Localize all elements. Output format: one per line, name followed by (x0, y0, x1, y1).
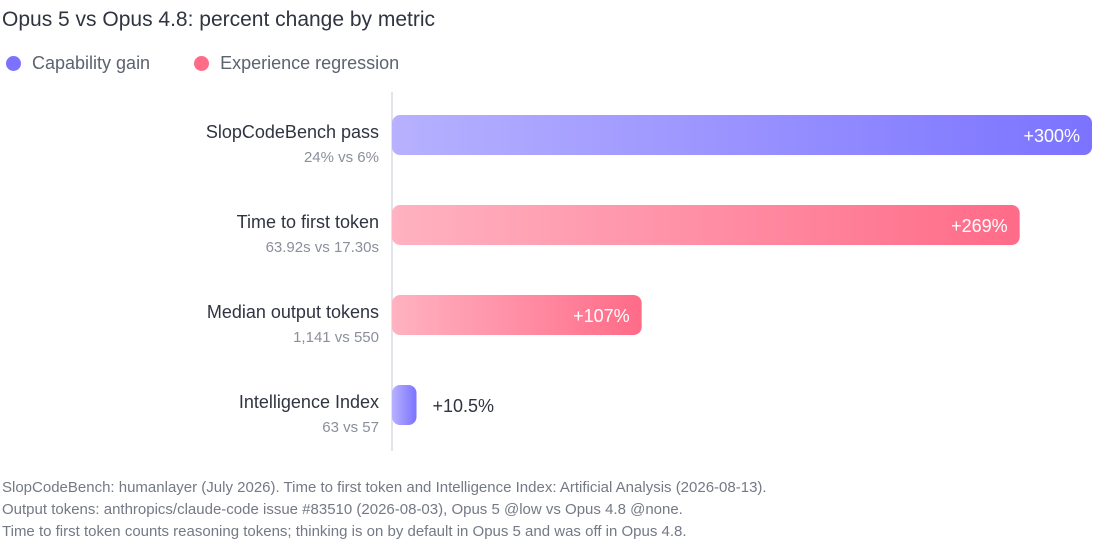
legend-item-experience-regression: Experience regression (194, 53, 399, 74)
bar-chart: SlopCodeBench pass 24% vs 6% +300% Time to … (206, 92, 1092, 451)
bar-gain (392, 385, 417, 425)
category-subtitle: 24% vs 6% (304, 149, 379, 166)
legend-label-capability-gain: Capability gain (32, 52, 151, 73)
legend-label-experience-regression: Experience regression (220, 52, 400, 73)
bar-regression (392, 295, 642, 335)
chart-title: Opus 5 vs Opus 4.8: percent change by me… (2, 8, 436, 31)
category-subtitle: 1,141 vs 550 (293, 329, 379, 346)
category-subtitle: 63 vs 57 (322, 419, 379, 436)
category-label: SlopCodeBench pass (206, 122, 379, 142)
bar-value-label: +107% (573, 306, 630, 326)
legend-item-capability-gain: Capability gain (6, 53, 150, 74)
bar-gain (392, 115, 1092, 155)
footnote-line: Output tokens: anthropics/claude-code is… (2, 501, 683, 518)
legend-dot-capability-gain (6, 55, 21, 71)
bar-value-label: +10.5% (433, 396, 495, 416)
category-label: Median output tokens (207, 302, 379, 322)
bar-regression (392, 205, 1020, 245)
bar-value-label: +269% (951, 216, 1008, 236)
legend: Capability gain Experience regression (6, 52, 443, 74)
footnotes: SlopCodeBench: humanlayer (July 2026). T… (2, 477, 767, 543)
category-label: Intelligence Index (239, 392, 379, 412)
footnote-line: SlopCodeBench: humanlayer (July 2026). T… (2, 479, 767, 496)
category-label: Time to first token (237, 212, 379, 232)
footnote-line: Time to first token counts reasoning tok… (2, 523, 687, 540)
legend-dot-experience-regression (194, 55, 210, 71)
category-subtitle: 63.92s vs 17.30s (266, 239, 379, 256)
bar-value-label: +300% (1023, 126, 1080, 146)
